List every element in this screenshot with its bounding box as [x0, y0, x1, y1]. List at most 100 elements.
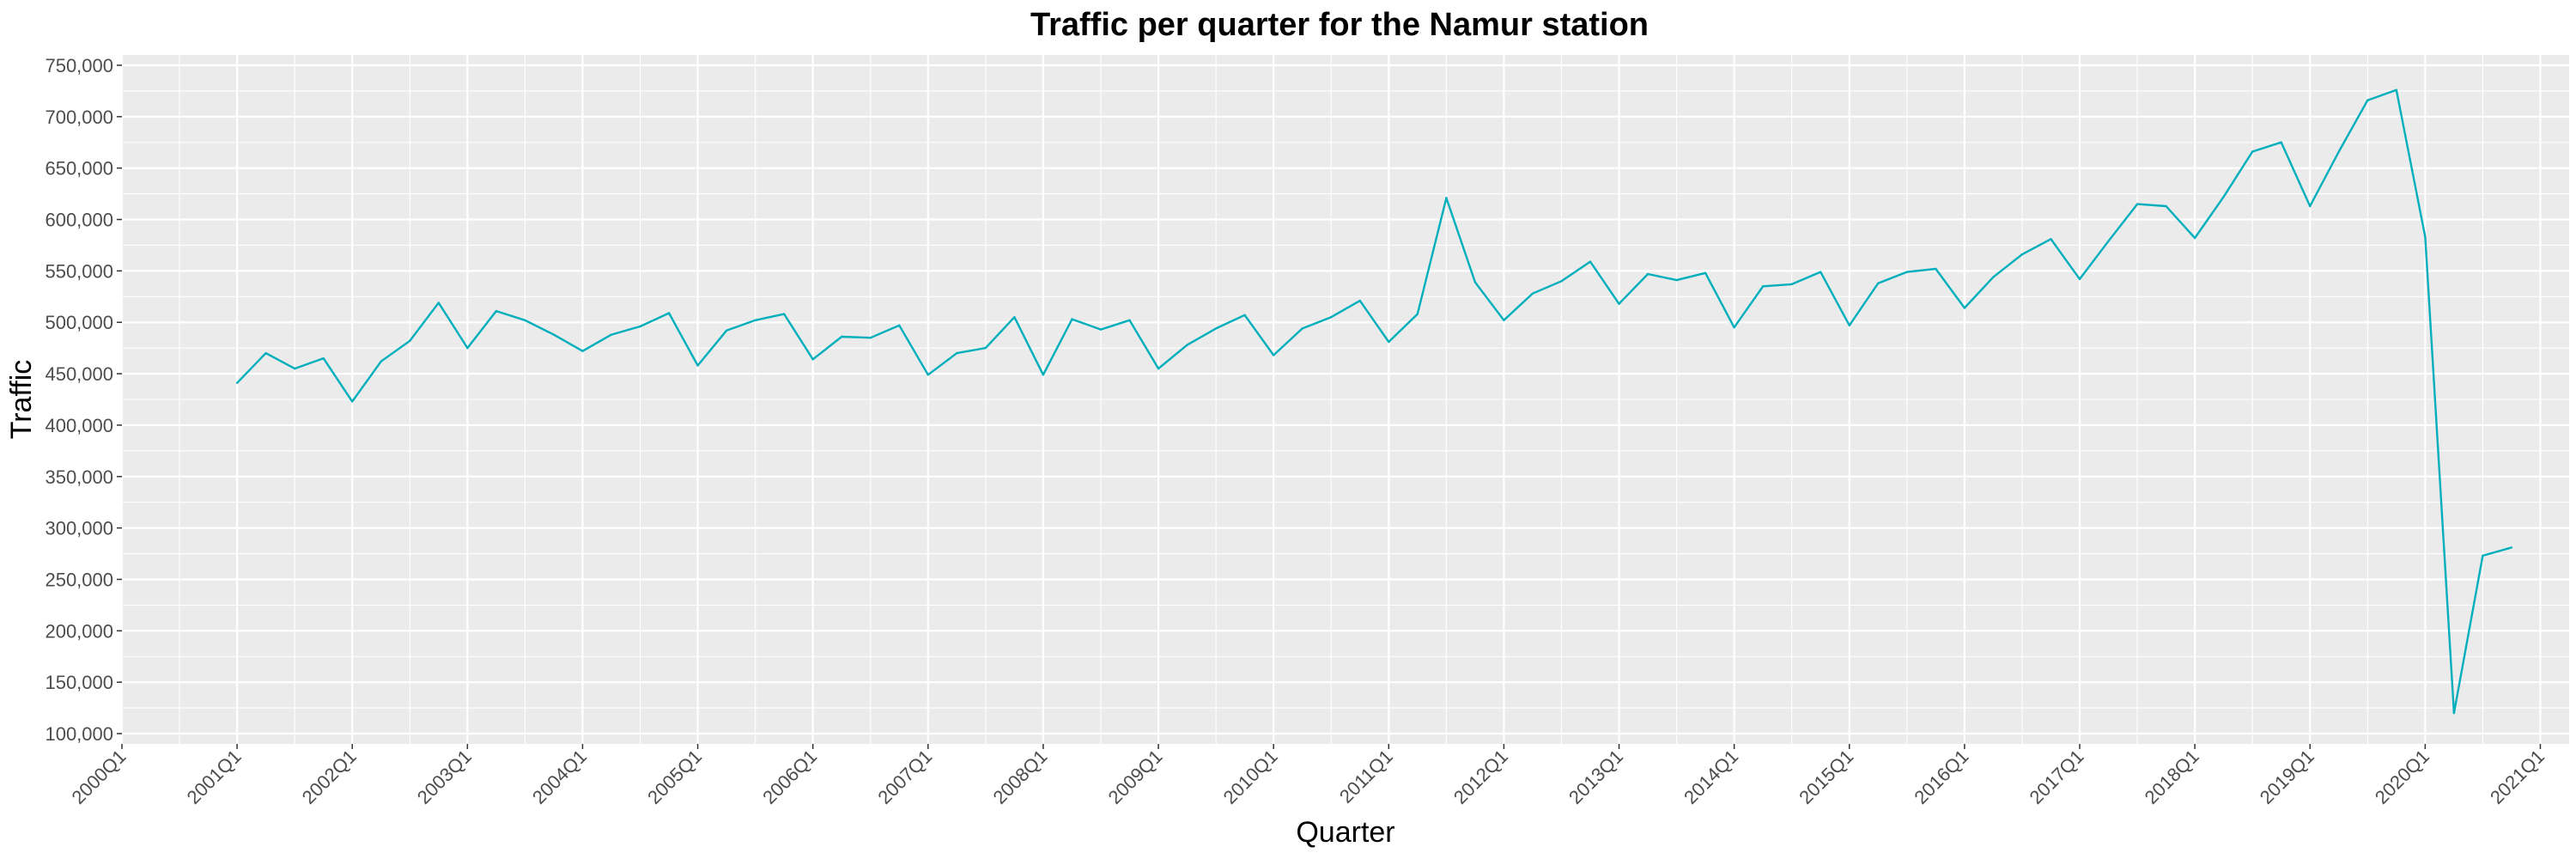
data-point: [1820, 271, 1822, 273]
y-axis-title: Traffic: [5, 360, 38, 440]
x-tick-label: 2011Q1: [1335, 746, 1397, 807]
y-tick-label: 600,000: [45, 210, 113, 231]
data-point: [2309, 204, 2312, 208]
data-point: [956, 351, 958, 355]
y-tick-label: 350,000: [45, 466, 113, 488]
traffic-line: [236, 88, 2512, 715]
x-tick-label: 2006Q1: [758, 746, 821, 808]
y-tick-label: 200,000: [45, 620, 113, 642]
data-point: [2510, 546, 2513, 549]
data-point: [2482, 554, 2484, 557]
data-point: [1186, 344, 1188, 346]
data-point: [1992, 276, 1995, 278]
data-point: [1560, 280, 1563, 283]
data-point: [2136, 203, 2139, 205]
x-tick-label: 2001Q1: [183, 746, 246, 808]
data-point: [984, 346, 987, 350]
y-tick-label: 700,000: [45, 107, 113, 128]
data-point: [754, 319, 756, 321]
data-point: [1762, 285, 1765, 288]
x-tick-label: 2000Q1: [67, 746, 130, 808]
data-point: [1214, 327, 1218, 330]
data-point: [639, 325, 641, 328]
data-point: [1618, 302, 1620, 305]
data-point: [667, 312, 671, 314]
data-point: [1704, 271, 1707, 274]
data-point: [811, 358, 814, 361]
data-point: [1531, 292, 1534, 295]
data-point: [1905, 271, 1908, 273]
x-tick-label: 2008Q1: [988, 746, 1051, 808]
data-point: [1071, 318, 1073, 320]
data-point: [2193, 236, 2196, 240]
data-point: [927, 374, 930, 376]
data-point: [581, 350, 584, 352]
y-tick-label: 500,000: [45, 312, 113, 333]
data-point: [2280, 141, 2282, 143]
data-point: [869, 337, 872, 339]
data-point: [1128, 319, 1131, 321]
data-point: [1589, 260, 1592, 263]
x-tick-label: 2002Q1: [298, 746, 361, 808]
data-point: [264, 351, 267, 355]
data-point: [1388, 340, 1390, 344]
data-point: [1157, 367, 1160, 370]
y-tick-label: 100,000: [45, 723, 113, 745]
data-point: [409, 339, 411, 342]
data-point: [1042, 374, 1045, 376]
data-point: [783, 313, 786, 315]
x-tick-label: 2018Q1: [2141, 746, 2203, 808]
data-point: [2424, 235, 2427, 239]
data-point: [1675, 278, 1678, 282]
data-point: [2251, 150, 2254, 153]
data-point: [1877, 282, 1880, 284]
data-point: [725, 329, 728, 332]
data-points: [235, 88, 2513, 715]
data-point: [524, 319, 526, 321]
x-tick-label: 2020Q1: [2371, 746, 2433, 808]
data-point: [1503, 319, 1505, 321]
data-point: [2078, 277, 2081, 281]
data-point: [1935, 267, 1937, 271]
x-tick-label: 2019Q1: [2256, 746, 2318, 808]
data-point: [235, 381, 239, 384]
y-tick-label: 650,000: [45, 158, 113, 180]
x-tick-label: 2005Q1: [643, 746, 706, 808]
data-point: [1301, 327, 1303, 330]
data-point: [2020, 253, 2024, 256]
x-tick-label: 2013Q1: [1564, 746, 1627, 808]
y-tick-label: 550,000: [45, 260, 113, 282]
data-point: [1099, 328, 1103, 331]
x-tick-label: 2012Q1: [1449, 746, 1512, 808]
x-tick-label: 2017Q1: [2025, 746, 2087, 808]
data-point: [1646, 272, 1649, 276]
data-point: [2222, 196, 2225, 198]
data-point: [841, 335, 843, 338]
data-point: [2107, 240, 2110, 242]
data-point: [495, 309, 498, 313]
data-point: [1963, 307, 1966, 309]
y-tick-label: 300,000: [45, 518, 113, 539]
data-point: [1243, 314, 1246, 316]
data-point: [294, 367, 296, 370]
y-tick-label: 400,000: [45, 415, 113, 436]
data-point: [1473, 281, 1477, 283]
data-point: [1733, 326, 1735, 329]
x-tick-label: 2016Q1: [1910, 746, 1972, 808]
data-point: [1790, 283, 1793, 286]
data-point: [2337, 150, 2340, 153]
data-point: [351, 400, 354, 403]
data-point: [696, 364, 699, 367]
x-axis: 2000Q1 2001Q1 2002Q1 2003Q1 2004Q1 2005Q1 2006…: [67, 744, 2549, 808]
y-axis: 100,000 150,000 200,000 250,000 300,000 350,0…: [45, 55, 122, 745]
data-point: [380, 360, 382, 362]
data-point: [1848, 324, 1850, 326]
x-axis-title: Quarter: [1296, 816, 1394, 849]
data-point: [2366, 99, 2369, 101]
data-point: [1330, 316, 1333, 319]
data-point: [1416, 313, 1419, 315]
minor-gridlines: [122, 55, 2569, 744]
x-tick-label: 2015Q1: [1795, 746, 1857, 808]
data-point: [2395, 88, 2397, 91]
